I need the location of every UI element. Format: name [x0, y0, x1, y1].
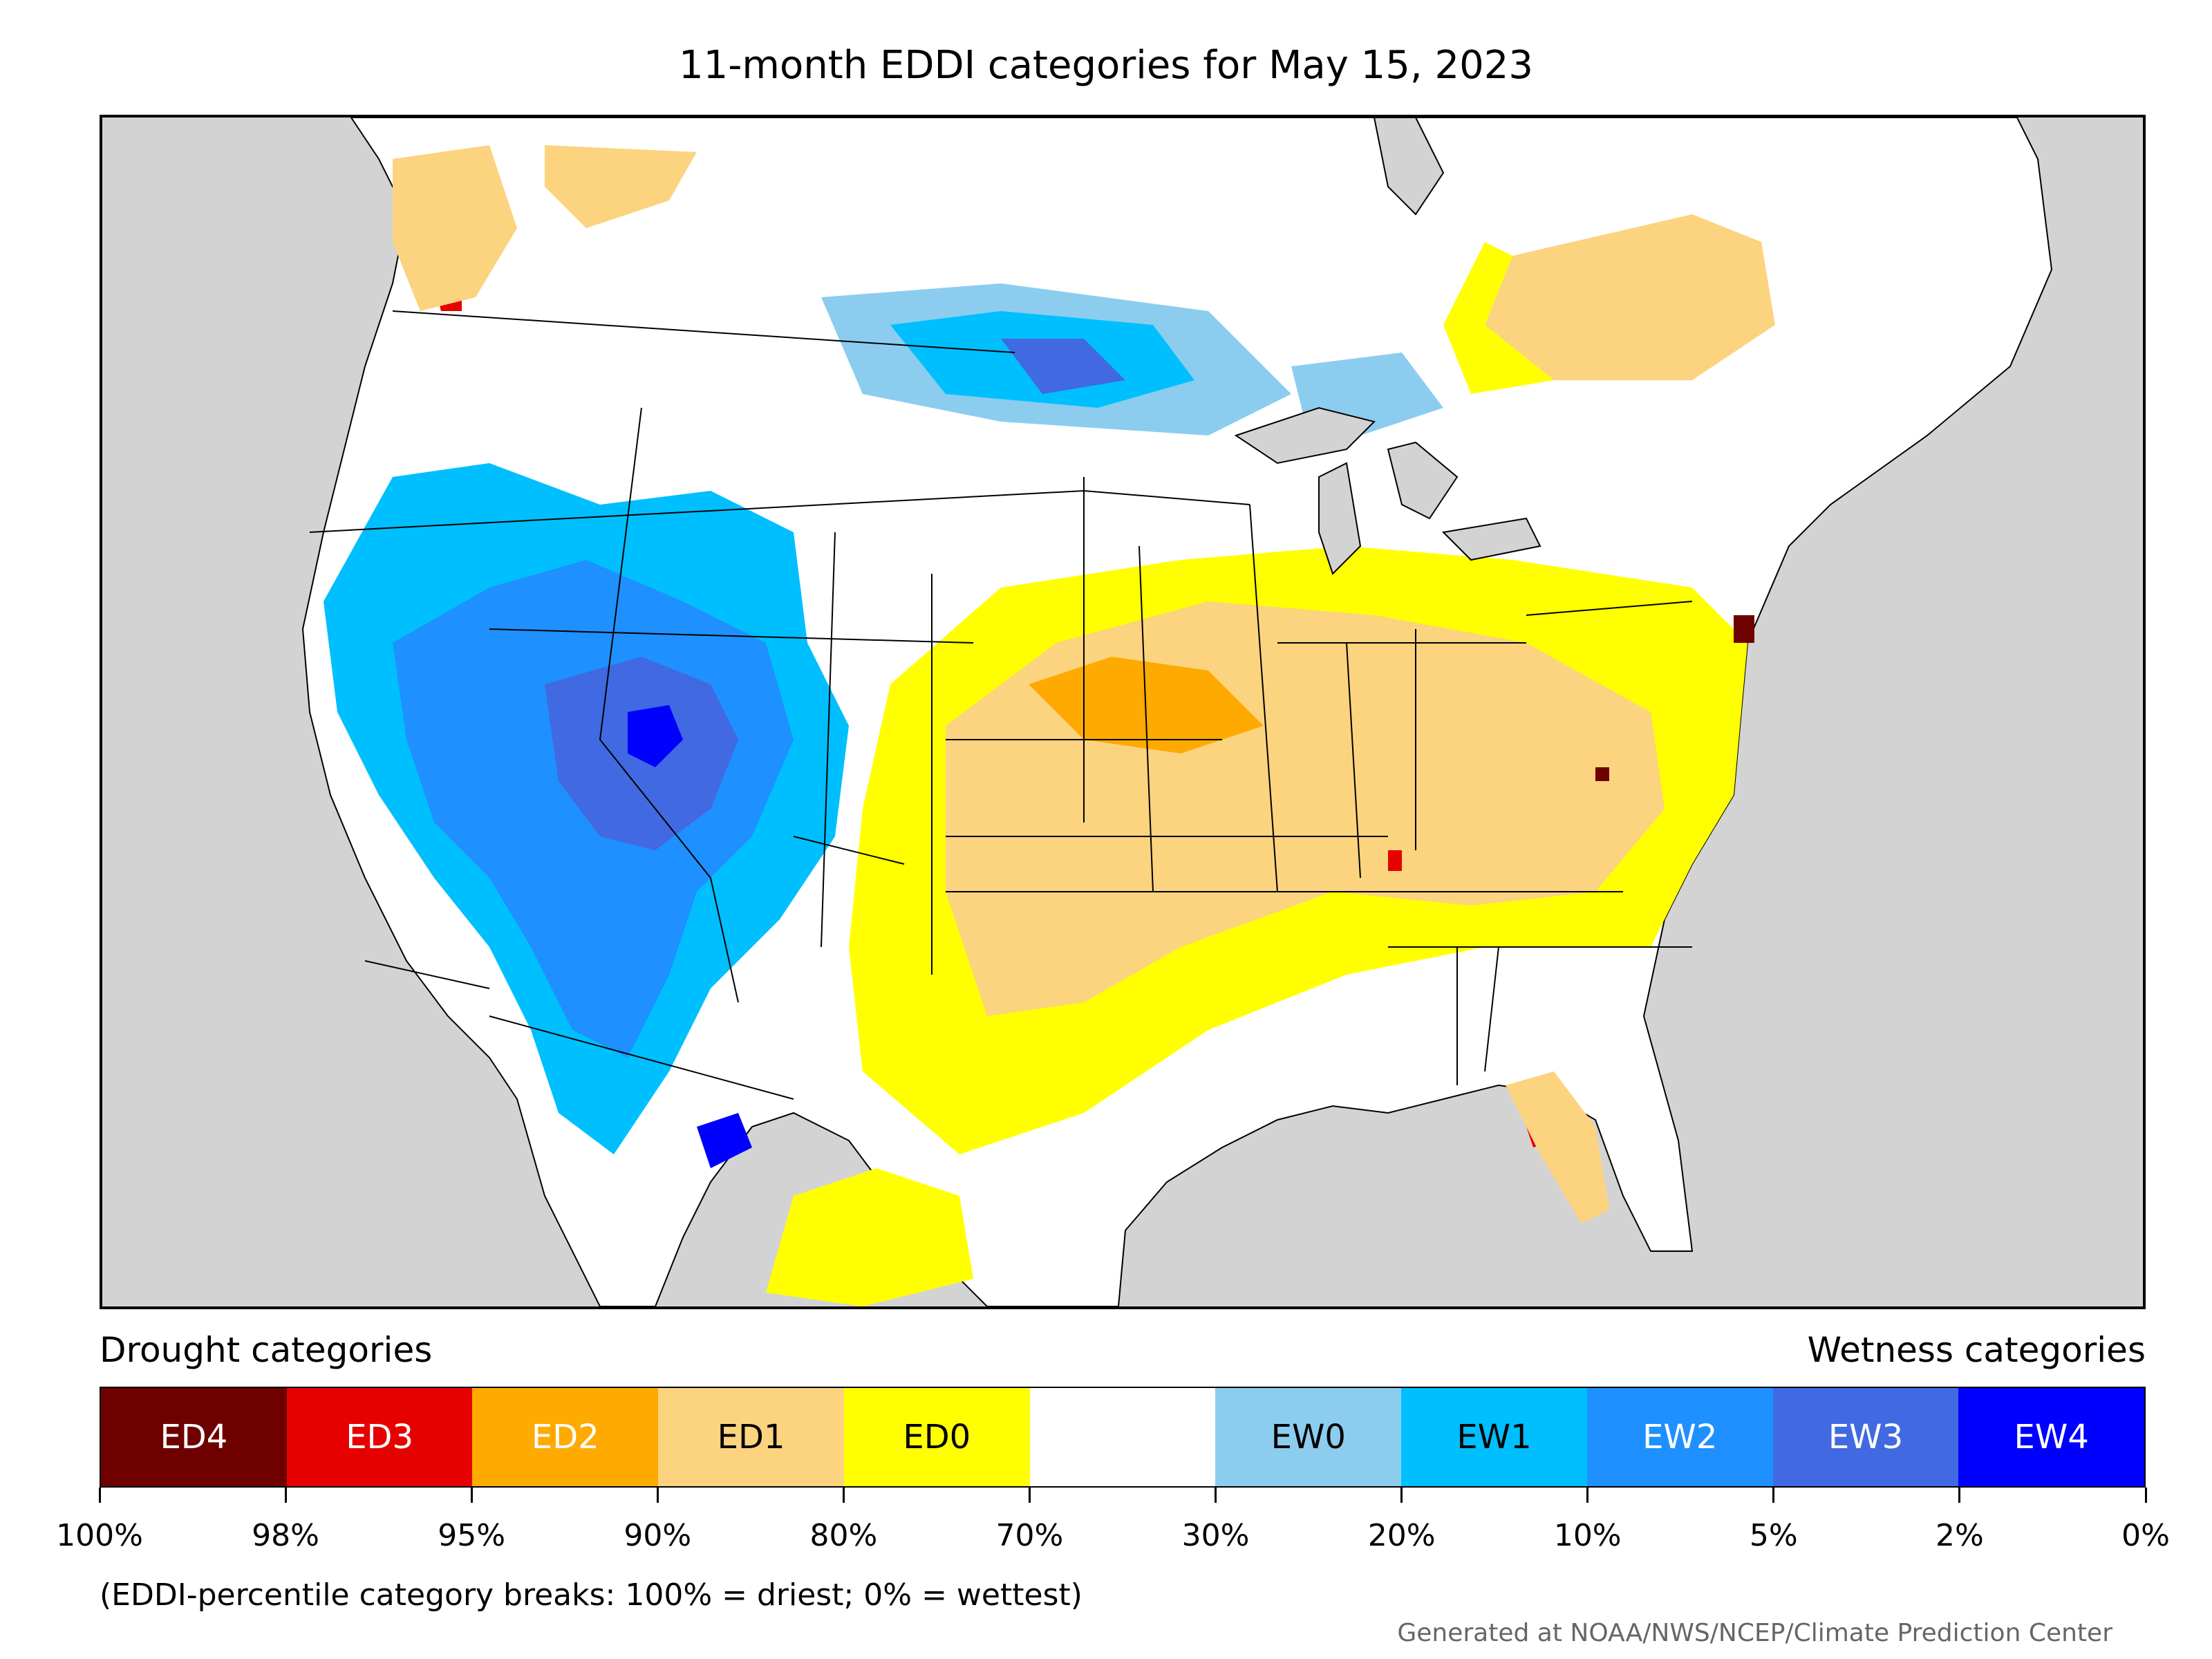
- colorbar-cell: EW3: [1772, 1388, 1959, 1486]
- colorbar-tick-label: 10%: [1553, 1518, 1622, 1553]
- colorbar-cell: EW1: [1401, 1388, 1587, 1486]
- wetness-categories-label: Wetness categories: [1807, 1330, 2146, 1370]
- colorbar-tick: [470, 1488, 473, 1503]
- eddi-map-svg: [102, 118, 2143, 1306]
- colorbar-cell: [1029, 1388, 1216, 1486]
- colorbar-tick: [1586, 1488, 1589, 1503]
- colorbar-tick-label: 95%: [438, 1518, 506, 1553]
- colorbar-tick: [1400, 1488, 1403, 1503]
- colorbar-cell: EW0: [1215, 1388, 1402, 1486]
- colorbar-tick-label: 90%: [624, 1518, 692, 1553]
- credit-text: Generated at NOAA/NWS/NCEP/Climate Predi…: [1397, 1619, 2112, 1647]
- dry-ed0-mexico: [766, 1168, 973, 1306]
- colorbar-tick: [656, 1488, 659, 1503]
- colorbar-cell: ED0: [843, 1388, 1030, 1486]
- colorbar-cell: EW2: [1586, 1388, 1773, 1486]
- drought-categories-label: Drought categories: [100, 1330, 433, 1370]
- colorbar-tick-label: 80%: [809, 1518, 878, 1553]
- colorbar-tick: [1215, 1488, 1217, 1503]
- dry-ed1-canada-east: [1485, 214, 1775, 380]
- colorbar-tick-label: 70%: [995, 1518, 1064, 1553]
- dry-ed0-canada-east: [1443, 242, 1554, 394]
- colorbar-cell: ED2: [472, 1388, 659, 1486]
- dry-ed4-spot: [1595, 615, 1754, 781]
- colorbar-tick: [2144, 1488, 2147, 1503]
- great-lakes: [1234, 406, 1541, 575]
- political-borders: [309, 310, 1693, 1100]
- colorbar-tick-label: 20%: [1367, 1518, 1436, 1553]
- colorbar-tick: [284, 1488, 287, 1503]
- category-colorbar: ED4 ED3 ED2 ED1 ED0 EW0 EW1 EW2 EW3 EW4: [100, 1387, 2146, 1488]
- colorbar-tick: [1028, 1488, 1031, 1503]
- map-title: 11-month EDDI categories for May 15, 202…: [678, 43, 1534, 88]
- colorbar-tick: [98, 1488, 101, 1503]
- colorbar-cell: ED4: [101, 1388, 287, 1486]
- colorbar-tick: [842, 1488, 845, 1503]
- wet-ew3-north: [1001, 339, 1125, 394]
- colorbar-tick-label: 30%: [1181, 1518, 1250, 1553]
- colorbar-tick-label: 2%: [1936, 1518, 1984, 1553]
- eddi-map: [100, 115, 2146, 1309]
- colorbar-cell: ED1: [658, 1388, 844, 1486]
- colorbar-tick: [1772, 1488, 1775, 1503]
- dry-ed1-pacific-nw: [393, 145, 697, 311]
- wet-ew4-region: [628, 705, 752, 1168]
- colorbar-cell: EW4: [1958, 1388, 2145, 1486]
- colorbar-tick-label: 5%: [1749, 1518, 1798, 1553]
- colorbar-tick-label: 100%: [56, 1518, 143, 1553]
- category-breaks-footnote: (EDDI-percentile category breaks: 100% =…: [100, 1577, 1082, 1613]
- colorbar-tick-label: 98%: [252, 1518, 319, 1553]
- colorbar-tick: [1958, 1488, 1961, 1503]
- colorbar-ticks: [98, 1488, 2147, 1504]
- colorbar-cell: ED3: [286, 1388, 473, 1486]
- hudson-bay-lake: [1373, 118, 1445, 216]
- colorbar-tick-label: 0%: [2121, 1518, 2170, 1553]
- dry-ed1-florida: [1506, 1071, 1609, 1224]
